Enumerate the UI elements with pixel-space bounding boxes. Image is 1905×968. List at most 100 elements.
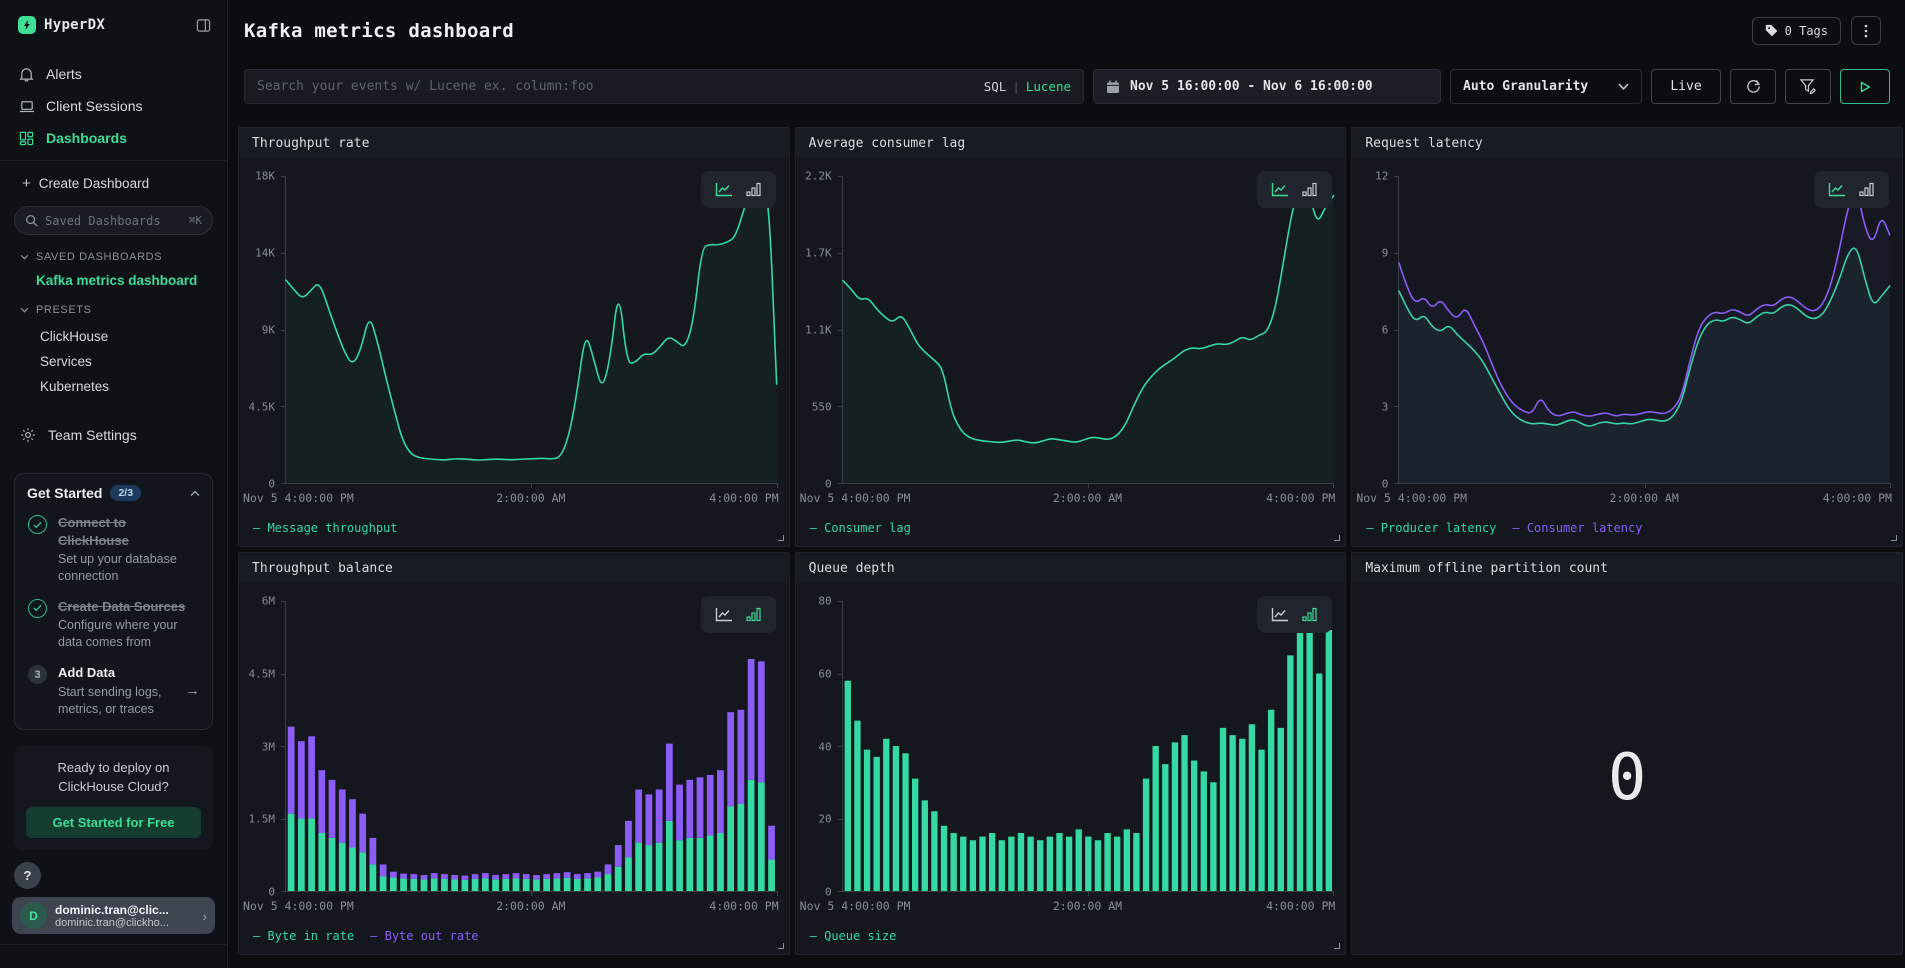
plot-area[interactable] <box>842 176 1334 484</box>
line-chart-icon[interactable] <box>1828 182 1846 197</box>
sidebar: HyperDX Alerts Client Sessions Dashboard… <box>0 0 228 968</box>
sidebar-item-kafka-dashboard[interactable]: Kafka metrics dashboard <box>36 273 211 288</box>
line-chart-icon[interactable] <box>1271 182 1289 197</box>
get-started-step[interactable]: 3 Add Data Start sending logs, metrics, … <box>27 664 200 717</box>
sidebar-collapse-icon[interactable] <box>196 18 211 33</box>
run-query-button[interactable] <box>1840 69 1890 104</box>
x-axis-label: 2:00:00 AM <box>1053 899 1122 913</box>
refresh-button[interactable] <box>1730 69 1776 104</box>
legend-item[interactable]: — Message throughput <box>253 521 398 535</box>
x-tick <box>777 891 778 896</box>
y-tick <box>838 483 843 484</box>
get-started-step[interactable]: Create Data Sources Configure where your… <box>27 598 200 651</box>
panel-title[interactable]: Throughput balance <box>239 553 789 583</box>
check-circle-icon <box>28 599 47 618</box>
x-axis: Nov 5 4:00:00 PM2:00:00 AM4:00:00 PM <box>842 899 1334 914</box>
x-axis: Nov 5 4:00:00 PM2:00:00 AM4:00:00 PM <box>285 491 777 506</box>
granularity-select[interactable]: Auto Granularity <box>1450 69 1642 104</box>
sidebar-footer-divider <box>0 944 227 958</box>
legend-item[interactable]: — Consumer lag <box>810 521 911 535</box>
bar-chart-icon[interactable] <box>746 607 762 622</box>
chart-type-toggle <box>701 171 776 208</box>
sidebar-item-team-settings[interactable]: Team Settings <box>20 427 211 443</box>
filter-button[interactable] <box>1785 69 1831 104</box>
chevron-down-icon <box>20 307 29 313</box>
live-button[interactable]: Live <box>1651 69 1721 104</box>
panel-title[interactable]: Average consumer lag <box>796 128 1346 158</box>
step-desc: Set up your database connection <box>58 551 200 585</box>
sidebar-item-alerts[interactable]: Alerts <box>12 60 215 88</box>
sidebar-nav: Alerts Client Sessions Dashboards <box>12 60 215 152</box>
panel-resize-handle[interactable] <box>778 943 784 949</box>
bar-chart-icon[interactable] <box>1302 182 1318 197</box>
help-button[interactable]: ? <box>14 862 41 889</box>
panel-resize-handle[interactable] <box>1891 535 1897 541</box>
lang-lucene[interactable]: Lucene <box>1026 79 1071 94</box>
tag-icon <box>1765 24 1778 37</box>
chart-legend: — Producer latency — Consumer latency <box>1366 521 1642 535</box>
legend-item[interactable]: — Byte in rate <box>253 929 354 943</box>
user-account-chip[interactable]: D dominic.tran@clic... dominic.tran@clic… <box>12 897 215 934</box>
date-range-picker[interactable]: Nov 5 16:00:00 - Nov 6 16:00:00 <box>1093 69 1441 104</box>
panel-title[interactable]: Throughput rate <box>239 128 789 158</box>
chart-area: 806040200Nov 5 4:00:00 PM2:00:00 AM4:00:… <box>796 583 1346 954</box>
panel-resize-handle[interactable] <box>1334 943 1340 949</box>
hyperdx-logo-icon <box>18 16 36 34</box>
legend-item[interactable]: — Queue size <box>810 929 897 943</box>
promo-line1: Ready to deploy on <box>57 760 169 775</box>
lang-sql[interactable]: SQL <box>984 79 1007 94</box>
x-axis-label: Nov 5 4:00:00 PM <box>800 491 911 505</box>
sidebar-item-clickhouse[interactable]: ClickHouse <box>16 324 211 349</box>
dashboard-header: Kafka metrics dashboard 0 Tags <box>228 0 1905 45</box>
panel-title[interactable]: Maximum offline partition count <box>1352 553 1902 583</box>
sidebar-item-kubernetes[interactable]: Kubernetes <box>16 374 211 399</box>
legend-item[interactable]: — Producer latency <box>1366 521 1496 535</box>
x-axis-label: Nov 5 4:00:00 PM <box>243 491 354 505</box>
line-chart-icon[interactable] <box>715 607 733 622</box>
plot-area[interactable] <box>1398 176 1890 484</box>
legend-item[interactable]: — Consumer latency <box>1512 521 1642 535</box>
create-dashboard-button[interactable]: + Create Dashboard <box>12 161 215 196</box>
x-axis: Nov 5 4:00:00 PM2:00:00 AM4:00:00 PM <box>842 491 1334 506</box>
y-axis-label: 12 <box>1375 170 1388 183</box>
check-circle-icon <box>28 515 47 534</box>
x-tick <box>1088 483 1089 488</box>
get-started-free-button[interactable]: Get Started for Free <box>26 807 201 838</box>
plot-area[interactable] <box>285 601 777 892</box>
legend-item[interactable]: — Byte out rate <box>370 929 478 943</box>
line-chart-icon[interactable] <box>1271 607 1289 622</box>
tags-button[interactable]: 0 Tags <box>1752 17 1841 45</box>
event-search-box[interactable]: SQL|Lucene <box>244 69 1084 104</box>
line-chart-icon[interactable] <box>715 182 733 197</box>
bell-icon <box>18 66 35 82</box>
bar-chart-icon[interactable] <box>1302 607 1318 622</box>
panel-resize-handle[interactable] <box>1334 535 1340 541</box>
calendar-icon <box>1106 80 1120 94</box>
section-presets[interactable]: PRESETS <box>20 304 211 316</box>
event-search-input[interactable] <box>257 79 974 94</box>
chevron-right-icon: › <box>202 908 207 924</box>
saved-dashboards-search[interactable]: ⌘K <box>14 206 213 235</box>
plot-area[interactable] <box>842 601 1334 892</box>
chevron-up-icon[interactable] <box>190 490 200 497</box>
sidebar-item-dashboards[interactable]: Dashboards <box>12 124 215 152</box>
x-tick <box>1333 483 1334 488</box>
panel-throughput-rate: Throughput rate 18K14K9K4.5K0Nov 5 4:00:… <box>238 127 790 547</box>
plot-area[interactable] <box>285 176 777 484</box>
panel-title[interactable]: Queue depth <box>796 553 1346 583</box>
sidebar-item-client-sessions[interactable]: Client Sessions <box>12 92 215 120</box>
bar-chart-icon[interactable] <box>746 182 762 197</box>
get-started-card: Get Started 2/3 Connect to ClickHouse Se… <box>14 473 213 730</box>
more-options-button[interactable] <box>1851 16 1881 45</box>
panel-title[interactable]: Request latency <box>1352 128 1902 158</box>
get-started-step[interactable]: Connect to ClickHouse Set up your databa… <box>27 514 200 585</box>
query-language-switch[interactable]: SQL|Lucene <box>984 79 1071 94</box>
x-axis-label: Nov 5 4:00:00 PM <box>800 899 911 913</box>
bar-chart-icon[interactable] <box>1859 182 1875 197</box>
y-axis: 129630 <box>1352 176 1394 484</box>
sidebar-item-services[interactable]: Services <box>16 349 211 374</box>
saved-dashboards-search-input[interactable] <box>45 214 182 228</box>
section-saved-dashboards[interactable]: SAVED DASHBOARDS <box>20 251 211 263</box>
panel-resize-handle[interactable] <box>778 535 784 541</box>
team-settings-label: Team Settings <box>48 427 137 443</box>
